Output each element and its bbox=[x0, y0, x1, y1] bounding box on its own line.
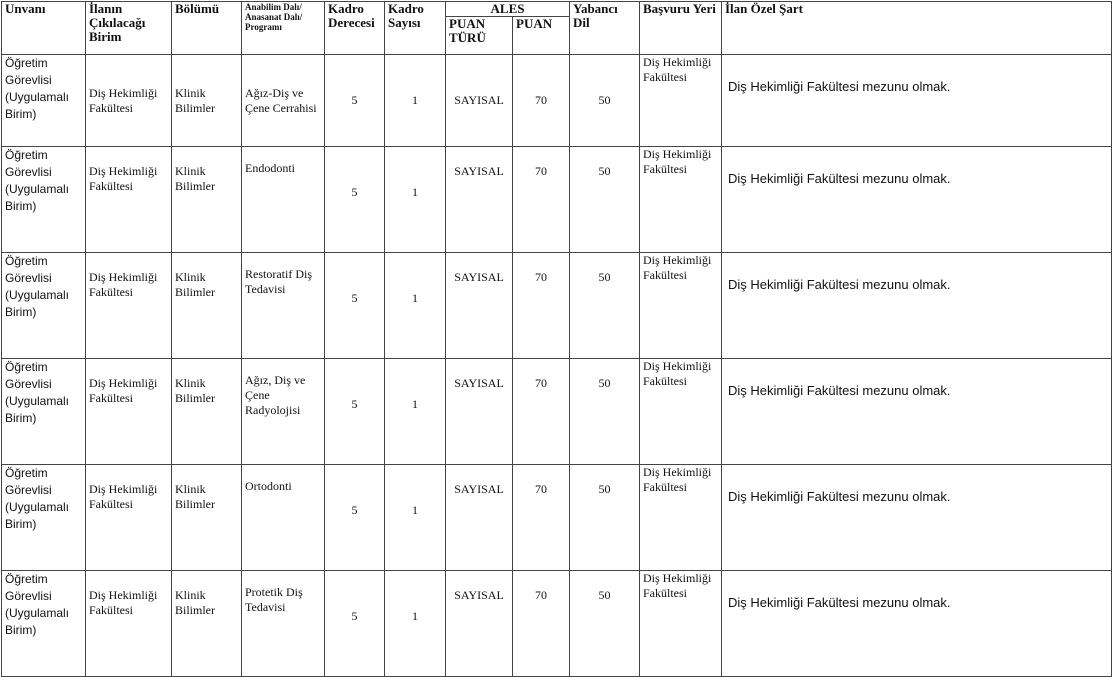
cell-puan: 70 bbox=[512, 146, 570, 253]
cell-unvani: Öğretim Görevlisi (Uygulamalı Birim) bbox=[1, 570, 86, 677]
header-ozel-sart: İlan Özel Şart bbox=[721, 1, 1112, 55]
cell-unvani: Öğretim Görevlisi (Uygulamalı Birim) bbox=[1, 146, 86, 253]
cell-puan: 70 bbox=[512, 252, 570, 359]
cell-unvani: Öğretim Görevlisi (Uygulamalı Birim) bbox=[1, 464, 86, 571]
cell-kadro-sayisi: 1 bbox=[384, 570, 446, 677]
cell-yabanci-dil: 50 bbox=[569, 570, 640, 677]
cell-puan-turu: SAYISAL bbox=[445, 358, 513, 465]
cell-kadro-derecesi: 5 bbox=[324, 54, 385, 147]
cell-kadro-derecesi: 5 bbox=[324, 146, 385, 253]
header-basvuru-yeri: Başvuru Yeri bbox=[639, 1, 722, 55]
cell-ozel-sart: Diş Hekimliği Fakültesi mezunu olmak. bbox=[721, 252, 1112, 359]
cell-kadro-derecesi: 5 bbox=[324, 464, 385, 571]
table-row: Öğretim Görevlisi (Uygulamalı Birim) Diş … bbox=[1, 358, 1112, 465]
cell-ozel-sart: Diş Hekimliği Fakültesi mezunu olmak. bbox=[721, 570, 1112, 677]
cell-kadro-sayisi: 1 bbox=[384, 54, 446, 147]
cell-puan: 70 bbox=[512, 464, 570, 571]
header-row: Unvanı İlanın Çıkılacağı Birim Bölümü An… bbox=[1, 1, 1112, 55]
cell-bolumu: Klinik Bilimler bbox=[171, 464, 242, 571]
cell-puan: 70 bbox=[512, 570, 570, 677]
header-ales: ALES bbox=[445, 1, 570, 17]
cell-birim: Diş Hekimliği Fakültesi bbox=[85, 146, 172, 253]
table-row: Öğretim Görevlisi (Uygulamalı Birim) Diş … bbox=[1, 464, 1112, 571]
cell-ozel-sart: Diş Hekimliği Fakültesi mezunu olmak. bbox=[721, 358, 1112, 465]
header-yabanci-dil: Yabancı Dil bbox=[569, 1, 640, 55]
cell-puan-turu: SAYISAL bbox=[445, 464, 513, 571]
cell-bolumu: Klinik Bilimler bbox=[171, 358, 242, 465]
cell-birim: Diş Hekimliği Fakültesi bbox=[85, 252, 172, 359]
cell-birim: Diş Hekimliği Fakültesi bbox=[85, 570, 172, 677]
cell-kadro-sayisi: 1 bbox=[384, 252, 446, 359]
cell-kadro-sayisi: 1 bbox=[384, 464, 446, 571]
cell-puan: 70 bbox=[512, 54, 570, 147]
cell-birim: Diş Hekimliği Fakültesi bbox=[85, 358, 172, 465]
cell-ozel-sart: Diş Hekimliği Fakültesi mezunu olmak. bbox=[721, 54, 1112, 147]
cell-anabilim: Protetik Diş Tedavisi bbox=[241, 570, 325, 677]
cell-basvuru-yeri: Diş Hekimliği Fakültesi bbox=[639, 570, 722, 677]
cell-anabilim: Restoratif Diş Tedavisi bbox=[241, 252, 325, 359]
cell-puan-turu: SAYISAL bbox=[445, 54, 513, 147]
cell-puan-turu: SAYISAL bbox=[445, 146, 513, 253]
cell-yabanci-dil: 50 bbox=[569, 464, 640, 571]
cell-basvuru-yeri: Diş Hekimliği Fakültesi bbox=[639, 464, 722, 571]
cell-anabilim: Ortodonti bbox=[241, 464, 325, 571]
cell-anabilim: Endodonti bbox=[241, 146, 325, 253]
cell-bolumu: Klinik Bilimler bbox=[171, 252, 242, 359]
cell-yabanci-dil: 50 bbox=[569, 358, 640, 465]
cell-anabilim: Ağız, Diş ve Çene Radyolojisi bbox=[241, 358, 325, 465]
cell-kadro-derecesi: 5 bbox=[324, 252, 385, 359]
header-subrow: PUAN TÜRÜ PUAN bbox=[2, 16, 1112, 55]
cell-yabanci-dil: 50 bbox=[569, 54, 640, 147]
cell-puan-turu: SAYISAL bbox=[445, 252, 513, 359]
cell-ozel-sart: Diş Hekimliği Fakültesi mezunu olmak. bbox=[721, 464, 1112, 571]
header-kadro-sayisi: Kadro Sayısı bbox=[384, 1, 446, 55]
header-birim: İlanın Çıkılacağı Birim bbox=[85, 1, 172, 55]
cell-kadro-derecesi: 5 bbox=[324, 570, 385, 677]
header-bolumu: Bölümü bbox=[171, 1, 242, 55]
header-puan: PUAN bbox=[512, 16, 570, 55]
header-puan-turu: PUAN TÜRÜ bbox=[445, 16, 513, 55]
cell-birim: Diş Hekimliği Fakültesi bbox=[85, 54, 172, 147]
cell-ozel-sart: Diş Hekimliği Fakültesi mezunu olmak. bbox=[721, 146, 1112, 253]
cell-kadro-derecesi: 5 bbox=[324, 358, 385, 465]
table-row: Öğretim Görevlisi (Uygulamalı Birim) Diş … bbox=[1, 54, 1112, 147]
cell-basvuru-yeri: Diş Hekimliği Fakültesi bbox=[639, 252, 722, 359]
header-kadro-derecesi: Kadro Derecesi bbox=[324, 1, 385, 55]
header-unvani: Unvanı bbox=[1, 1, 86, 55]
cell-basvuru-yeri: Diş Hekimliği Fakültesi bbox=[639, 146, 722, 253]
cell-unvani: Öğretim Görevlisi (Uygulamalı Birim) bbox=[1, 358, 86, 465]
header-anabilim: Anabilim Dalı/ Anasanat Dalı/ Programı bbox=[241, 1, 325, 55]
cell-basvuru-yeri: Diş Hekimliği Fakültesi bbox=[639, 358, 722, 465]
cell-bolumu: Klinik Bilimler bbox=[171, 570, 242, 677]
table-row: Öğretim Görevlisi (Uygulamalı Birim) Diş … bbox=[1, 570, 1112, 677]
cell-kadro-sayisi: 1 bbox=[384, 358, 446, 465]
table-row: Öğretim Görevlisi (Uygulamalı Birim) Diş … bbox=[1, 252, 1112, 359]
cell-unvani: Öğretim Görevlisi (Uygulamalı Birim) bbox=[1, 252, 86, 359]
cell-bolumu: Klinik Bilimler bbox=[171, 54, 242, 147]
cell-unvani: Öğretim Görevlisi (Uygulamalı Birim) bbox=[1, 54, 86, 147]
cell-kadro-sayisi: 1 bbox=[384, 146, 446, 253]
cell-bolumu: Klinik Bilimler bbox=[171, 146, 242, 253]
cell-puan-turu: SAYISAL bbox=[445, 570, 513, 677]
cell-yabanci-dil: 50 bbox=[569, 252, 640, 359]
cell-birim: Diş Hekimliği Fakültesi bbox=[85, 464, 172, 571]
table-row: Öğretim Görevlisi (Uygulamalı Birim) Diş … bbox=[1, 146, 1112, 253]
cell-basvuru-yeri: Diş Hekimliği Fakültesi bbox=[639, 54, 722, 147]
cell-yabanci-dil: 50 bbox=[569, 146, 640, 253]
cell-puan: 70 bbox=[512, 358, 570, 465]
cell-anabilim: Ağız-Diş ve Çene Cerrahisi bbox=[241, 54, 325, 147]
